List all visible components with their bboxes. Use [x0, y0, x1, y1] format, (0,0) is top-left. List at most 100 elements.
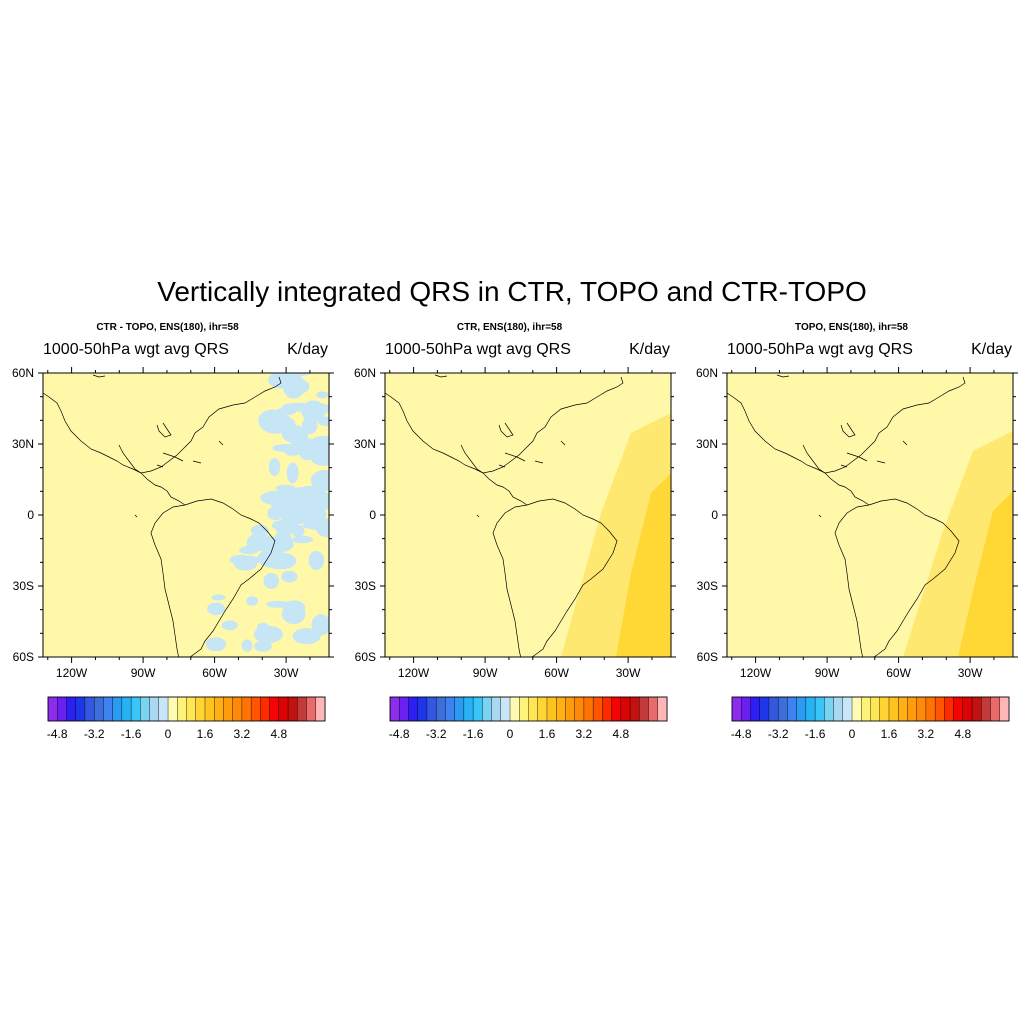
field-layer [385, 373, 671, 657]
colorbar-swatch [112, 696, 123, 722]
colorbar-swatch [445, 696, 456, 722]
colorbar-swatch [546, 696, 557, 722]
negative-contour-patch [205, 637, 227, 652]
panel-ctr: CTR, ENS(180), ihr=58 1000-50hPa wgt avg… [342, 322, 677, 742]
negative-contour-patch [207, 602, 226, 616]
colorbar-swatch [158, 696, 169, 722]
lat-tick-label: 30S [13, 579, 34, 593]
panel-units-label: K/day [629, 341, 670, 358]
colorbar-swatch [842, 696, 853, 722]
lon-tick-label: 30W [958, 666, 983, 680]
colorbar-swatch [648, 696, 659, 722]
colorbar-swatch [602, 696, 613, 722]
colorbar-swatch [759, 696, 770, 722]
negative-contour-patch [311, 614, 329, 636]
negative-contour-patch [275, 484, 296, 492]
coastline [534, 460, 544, 464]
coastline [156, 464, 164, 468]
lat-tick-label: 60N [354, 366, 376, 380]
colorbar-swatch [565, 696, 576, 722]
lat-tick-label: 0 [711, 508, 718, 522]
colorbar-swatch [555, 696, 566, 722]
negative-contour-patch [258, 409, 289, 432]
negative-contour-patch [271, 498, 293, 510]
colorbar-swatch [879, 696, 890, 722]
lat-tick-label: 60S [355, 650, 376, 664]
lat-tick-label: 0 [27, 508, 34, 522]
lat-tick-label: 60N [12, 366, 34, 380]
colorbar-swatch [454, 696, 465, 722]
colorbar-swatch [241, 696, 252, 722]
colorbar-swatch [629, 696, 640, 722]
colorbar-border [389, 696, 668, 722]
panel-topo: TOPO, ENS(180), ihr=58 1000-50hPa wgt av… [684, 322, 1019, 742]
lat-tick-label: 0 [369, 508, 376, 522]
panel-variable-label: 1000-50hPa wgt avg QRS [43, 341, 229, 358]
colorbar-swatch [84, 696, 95, 722]
colorbar-swatch [537, 696, 548, 722]
colorbar-swatch [195, 696, 206, 722]
colorbar-tick-label: 4.8 [612, 727, 629, 741]
colorbar-swatch [232, 696, 243, 722]
positive-contour-band [958, 491, 1013, 657]
colorbar-swatch [103, 696, 114, 722]
colorbar-swatch [824, 696, 835, 722]
colorbar-tick-label: 1.6 [539, 727, 556, 741]
colorbar-swatch [639, 696, 650, 722]
colorbar-swatch [953, 696, 964, 722]
lat-tick-label: 30S [355, 579, 376, 593]
colorbar-border [47, 696, 326, 722]
colorbar-tick-label: 3.2 [918, 727, 935, 741]
colorbar-swatch [870, 696, 881, 722]
colorbar-tick-label: -3.2 [768, 727, 789, 741]
map-plot: 60N 30N 0 30S 60S 120W 90W 60W 30W -4.8 -3.2 -1.6 0 1… [696, 366, 1018, 741]
colorbar-swatch [297, 696, 308, 722]
colorbar-tick-label: 3.2 [234, 727, 251, 741]
map-plot: 60N 30N 0 30S 60S 120W 90W 60W 30W -4.8 -3.2 -1.6 0 1… [354, 366, 676, 741]
colorbar-swatch [787, 696, 798, 722]
negative-contour-patch [266, 600, 289, 608]
lon-tick-label: 30W [274, 666, 299, 680]
negative-contour-patch [271, 520, 291, 531]
negative-contour-patch [253, 640, 272, 652]
lon-tick-label: 90W [131, 666, 156, 680]
coastline [498, 464, 506, 468]
colorbar-swatch [278, 696, 289, 722]
colorbar-swatch [186, 696, 197, 722]
lat-tick-label: 30N [354, 437, 376, 451]
coastline [504, 452, 526, 462]
lon-tick-label: 60W [544, 666, 569, 680]
negative-contour-patch [291, 535, 314, 544]
colorbar-swatch [519, 696, 530, 722]
coastline [385, 374, 624, 474]
colorbar-swatch [916, 696, 927, 722]
colorbar-swatch [417, 696, 428, 722]
negative-contour-patch [291, 524, 305, 538]
colorbar-tick-label: -1.6 [463, 727, 484, 741]
coastline [192, 460, 202, 464]
colorbar-tick-label: -1.6 [121, 727, 142, 741]
colorbar-swatch [315, 696, 326, 722]
lon-tick-label: 120W [398, 666, 430, 680]
positive-contour-band [616, 473, 671, 657]
colorbar-tick-label: 0 [165, 727, 172, 741]
coastline [802, 444, 870, 506]
coastline [834, 498, 960, 657]
colorbar-swatch [925, 696, 936, 722]
coastline [460, 444, 528, 506]
negative-contour-patch [241, 639, 253, 652]
negative-contour-patch [311, 453, 329, 466]
colorbar-swatch [592, 696, 603, 722]
colorbar-swatch [962, 696, 973, 722]
colorbar-tick-label: -4.8 [389, 727, 410, 741]
lon-tick-label: 60W [886, 666, 911, 680]
colorbar-swatch [611, 696, 622, 722]
colorbar-swatch [223, 696, 234, 722]
lon-tick-label: 120W [56, 666, 88, 680]
colorbar-swatch [269, 696, 280, 722]
colorbar-swatch [509, 696, 520, 722]
colorbar-swatch [768, 696, 779, 722]
negative-contour-patch [280, 373, 294, 383]
colorbar-swatch [472, 696, 483, 722]
colorbar-swatch [408, 696, 419, 722]
